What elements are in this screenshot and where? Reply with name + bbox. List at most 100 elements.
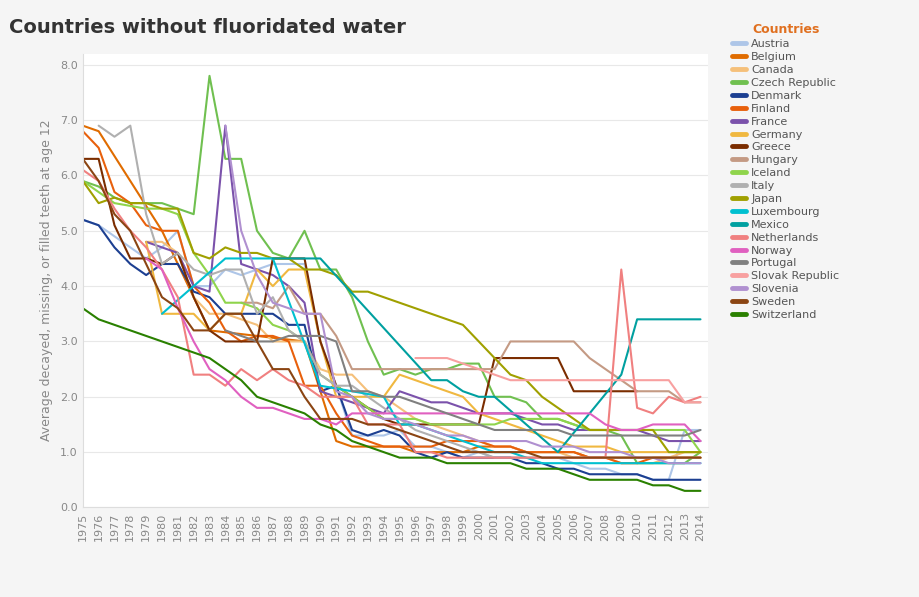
- Mexico: [663, 316, 674, 323]
- Czech Republic: [505, 393, 516, 401]
- Switzerland: [505, 460, 516, 467]
- Germany: [551, 438, 562, 445]
- Italy: [141, 211, 152, 218]
- Belgium: [694, 454, 705, 461]
- France: [647, 432, 658, 439]
- Germany: [520, 426, 531, 433]
- Netherlands: [93, 177, 104, 184]
- France: [141, 238, 152, 245]
- Germany: [457, 393, 468, 401]
- Sweden: [410, 432, 421, 439]
- Hungary: [615, 377, 626, 384]
- Switzerland: [393, 454, 404, 461]
- Finland: [378, 443, 389, 450]
- Austria: [235, 272, 246, 279]
- Switzerland: [330, 426, 341, 433]
- Line: Sweden: Sweden: [83, 159, 699, 458]
- Netherlands: [156, 266, 167, 273]
- Norway: [584, 410, 595, 417]
- Slovenia: [551, 443, 562, 450]
- Canada: [299, 338, 310, 345]
- Greece: [172, 250, 183, 257]
- Finland: [631, 460, 642, 467]
- Norway: [694, 438, 705, 445]
- Germany: [330, 393, 341, 401]
- Austria: [647, 476, 658, 484]
- Netherlands: [204, 371, 215, 378]
- Greece: [125, 255, 136, 262]
- Italy: [362, 393, 373, 401]
- Canada: [584, 454, 595, 461]
- Denmark: [172, 260, 183, 267]
- Iceland: [425, 421, 437, 428]
- Iceland: [220, 299, 231, 306]
- Italy: [108, 133, 119, 140]
- Netherlands: [188, 371, 199, 378]
- Austria: [615, 470, 626, 478]
- Netherlands: [251, 377, 262, 384]
- Greece: [615, 387, 626, 395]
- Mexico: [678, 316, 689, 323]
- France: [410, 393, 421, 401]
- Denmark: [267, 310, 278, 318]
- Norway: [299, 416, 310, 423]
- Italy: [551, 454, 562, 461]
- Norway: [235, 393, 246, 401]
- Belgium: [441, 448, 452, 456]
- Netherlands: [299, 382, 310, 389]
- Portugal: [457, 416, 468, 423]
- Austria: [631, 470, 642, 478]
- Japan: [647, 426, 658, 433]
- Denmark: [204, 294, 215, 301]
- Japan: [378, 294, 389, 301]
- Hungary: [505, 338, 516, 345]
- Japan: [220, 244, 231, 251]
- Greece: [141, 255, 152, 262]
- Line: Iceland: Iceland: [83, 181, 699, 452]
- Hungary: [678, 399, 689, 406]
- Slovenia: [457, 432, 468, 439]
- Denmark: [584, 470, 595, 478]
- Slovenia: [251, 272, 262, 279]
- Iceland: [647, 426, 658, 433]
- Canada: [204, 310, 215, 318]
- Luxembourg: [678, 460, 689, 467]
- Slovenia: [647, 454, 658, 461]
- France: [267, 272, 278, 279]
- Luxembourg: [472, 443, 483, 450]
- Japan: [188, 250, 199, 257]
- France: [204, 288, 215, 296]
- Hungary: [251, 299, 262, 306]
- Germany: [346, 393, 357, 401]
- Italy: [584, 454, 595, 461]
- Japan: [267, 255, 278, 262]
- Norway: [678, 421, 689, 428]
- Finland: [663, 454, 674, 461]
- Finland: [141, 221, 152, 229]
- Sweden: [425, 438, 437, 445]
- Line: Greece: Greece: [83, 159, 637, 424]
- Finland: [410, 443, 421, 450]
- Greece: [267, 255, 278, 262]
- Canada: [410, 416, 421, 423]
- Norway: [378, 410, 389, 417]
- Luxembourg: [425, 426, 437, 433]
- France: [599, 426, 610, 433]
- Sweden: [441, 443, 452, 450]
- Portugal: [362, 387, 373, 395]
- Sweden: [551, 454, 562, 461]
- Belgium: [551, 448, 562, 456]
- Hungary: [283, 282, 294, 290]
- Sweden: [172, 304, 183, 312]
- Denmark: [125, 260, 136, 267]
- Iceland: [172, 211, 183, 218]
- Czech Republic: [568, 421, 579, 428]
- Switzerland: [599, 476, 610, 484]
- Finland: [283, 338, 294, 345]
- Finland: [299, 382, 310, 389]
- Norway: [457, 410, 468, 417]
- Netherlands: [489, 454, 500, 461]
- France: [694, 438, 705, 445]
- Austria: [77, 216, 88, 223]
- Denmark: [425, 454, 437, 461]
